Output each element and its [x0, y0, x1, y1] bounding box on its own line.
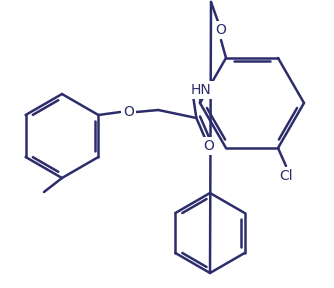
Text: O: O	[123, 105, 134, 119]
Text: HN: HN	[191, 83, 212, 97]
Text: O: O	[215, 23, 226, 37]
Text: Cl: Cl	[279, 169, 293, 183]
Text: O: O	[203, 139, 214, 153]
